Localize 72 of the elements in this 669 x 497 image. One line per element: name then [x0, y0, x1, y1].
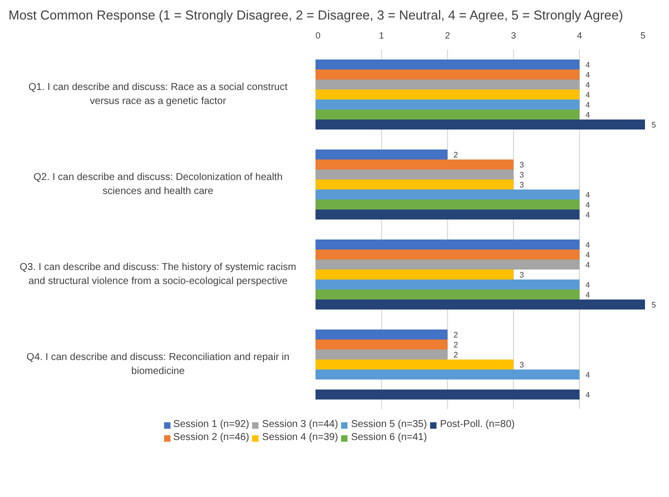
data-label: 4 — [586, 370, 590, 380]
data-label: 4 — [586, 90, 590, 100]
bar — [316, 90, 580, 100]
legend-label: Session 5 (n=35) — [351, 419, 427, 430]
bar — [316, 160, 514, 170]
data-label: 4 — [586, 210, 590, 220]
data-label: 3 — [520, 170, 524, 180]
bar — [316, 290, 580, 300]
bar — [316, 250, 580, 260]
y-tick-label: Q1. I can describe and discuss: Race as a social construct versus race as a genetic factor — [28, 82, 288, 108]
data-label: 4 — [586, 110, 590, 120]
legend-label: Session 4 (n=39) — [262, 432, 338, 443]
bar — [316, 340, 448, 350]
x-tick-label: 1 — [378, 30, 384, 40]
data-label: 2 — [454, 350, 458, 360]
bar — [316, 360, 514, 370]
x-tick-label: 4 — [576, 30, 582, 40]
data-label: 4 — [586, 100, 590, 110]
data-label: 3 — [520, 270, 524, 280]
x-tick-label: 2 — [444, 30, 450, 40]
data-label: 2 — [454, 150, 458, 160]
y-tick-label: Q4. I can describe and discuss: Reconciliation and repair in biomedicine — [26, 352, 290, 378]
bar — [316, 180, 514, 190]
x-tick-label: 3 — [510, 30, 516, 40]
bar — [316, 270, 514, 280]
bar — [316, 150, 448, 160]
bar — [316, 370, 580, 380]
bar — [316, 390, 580, 400]
bar — [316, 350, 448, 360]
bar — [316, 240, 580, 250]
data-label: 5 — [652, 300, 656, 310]
data-label: 2 — [454, 340, 458, 350]
legend-label: Session 6 (n=41) — [351, 432, 427, 443]
bar — [316, 60, 580, 70]
chart-title: Most Common Response (1 = Strongly Disagree, 2 = Disagree, 3 = Neutral, 4 = Agree, 5 = Strongly Agree) — [8, 8, 624, 22]
data-label: 4 — [586, 190, 590, 200]
bar — [316, 330, 448, 340]
bar — [316, 110, 580, 120]
data-label: 4 — [586, 200, 590, 210]
data-label: 5 — [652, 120, 656, 130]
x-tick-label: 5 — [640, 30, 646, 40]
bar — [316, 260, 580, 270]
bar — [316, 120, 645, 130]
bar — [316, 100, 580, 110]
legend-label: Session 2 (n=46) — [173, 432, 250, 443]
legend-label: Post-Poll. (n=80) — [440, 419, 515, 430]
bar — [316, 80, 580, 90]
data-label: 4 — [586, 390, 590, 400]
data-label: 4 — [586, 290, 590, 300]
y-tick-label: Q2. I can describe and discuss: Decolonization of health sciences and health care — [33, 172, 283, 198]
data-label: 3 — [520, 160, 524, 170]
bar — [316, 70, 580, 80]
legend-label: Session 3 (n=44) — [262, 419, 338, 430]
data-label: 4 — [586, 60, 590, 70]
bar — [316, 190, 580, 200]
legend-label: Session 1 (n=92) — [173, 419, 250, 430]
data-label: 3 — [520, 180, 524, 190]
data-label: 4 — [586, 250, 590, 260]
data-label: 4 — [586, 240, 590, 250]
bar — [316, 300, 645, 310]
data-label: 4 — [586, 70, 590, 80]
data-label: 4 — [586, 280, 590, 290]
bar — [316, 280, 580, 290]
bar — [316, 200, 580, 210]
y-tick-label: Q3. I can describe and discuss: The history of systemic racism and structural violence from a socio-ecological perspective — [20, 262, 296, 288]
data-label: 2 — [454, 330, 458, 340]
data-label: 3 — [520, 360, 524, 370]
data-label: 4 — [586, 80, 590, 90]
bar — [316, 170, 514, 180]
data-label: 4 — [586, 260, 590, 270]
x-tick-label: 0 — [316, 30, 321, 40]
bar — [316, 210, 580, 220]
